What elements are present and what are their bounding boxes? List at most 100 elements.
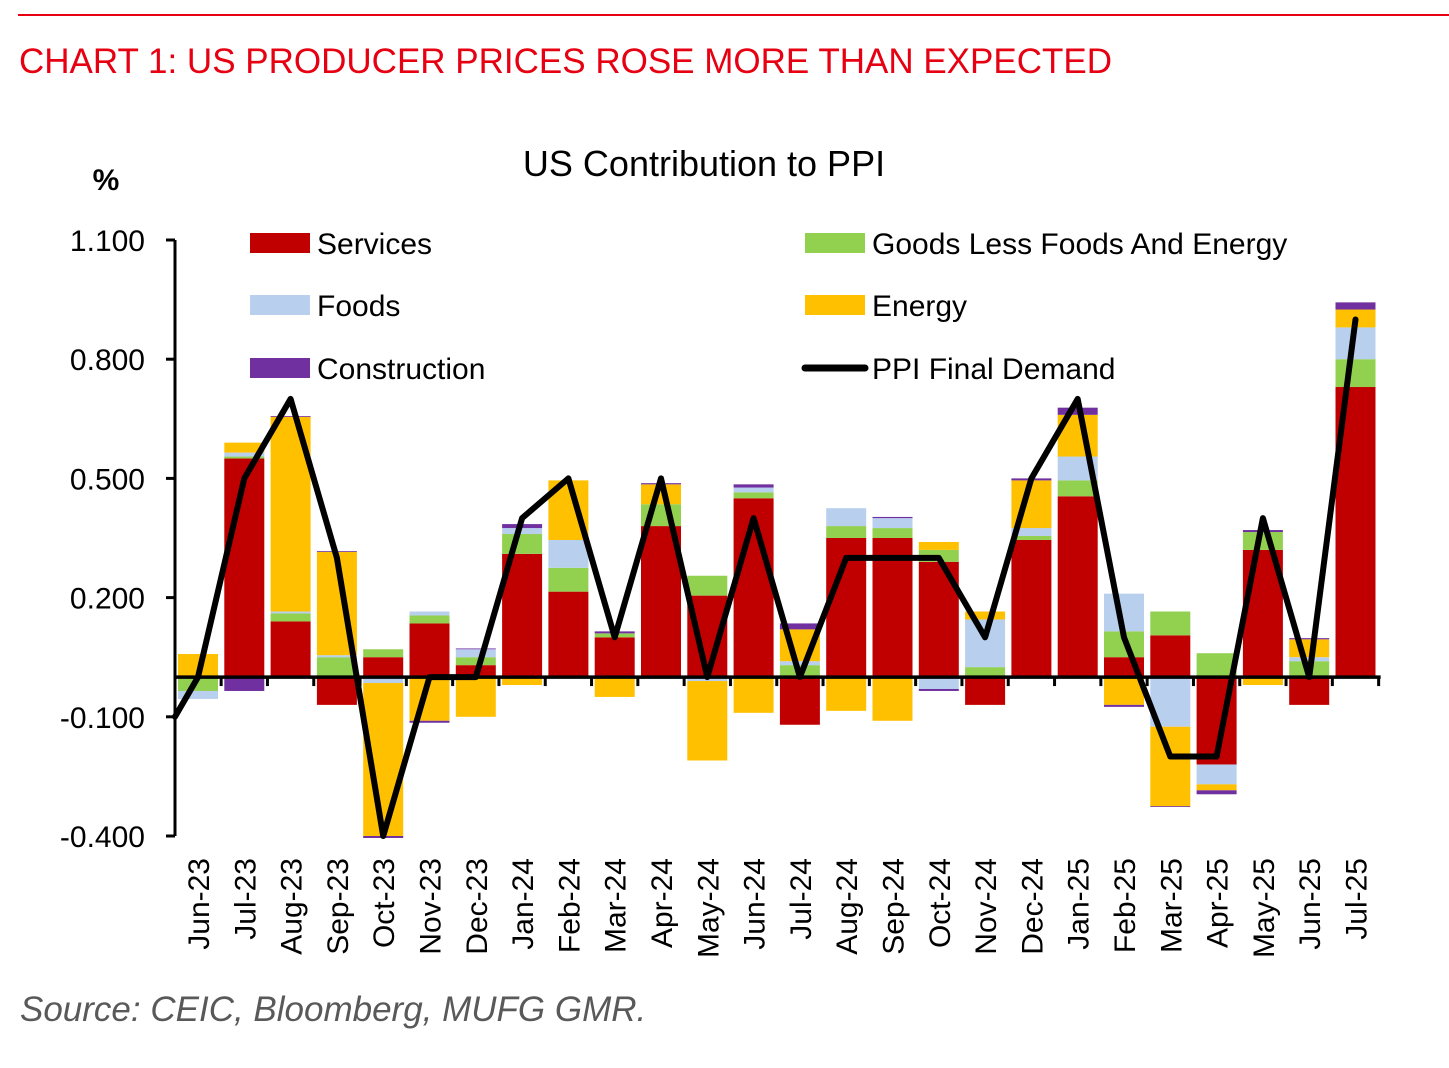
bar-segment-foods: [178, 690, 218, 699]
legend-swatch-construction: [250, 358, 310, 378]
x-tick-label: Apr-25: [1202, 858, 1235, 948]
bar-segment-energy: [733, 677, 774, 713]
bar-segment-construction: [1104, 704, 1144, 707]
x-tick-label: Jun-24: [739, 858, 772, 950]
bar-segment-services: [224, 458, 265, 678]
bar-segment-construction: [270, 416, 311, 417]
ppi-line-layer: [172, 316, 1359, 839]
legend-label: Foods: [317, 290, 400, 323]
bar-segment-construction: [1150, 806, 1191, 807]
x-tick-label: Jan-25: [1063, 858, 1096, 950]
legend: Services Goods Less Foods And Energy Foods…: [250, 228, 1287, 386]
y-tick-label: 0.500: [70, 463, 145, 496]
bar-segment-services: [641, 526, 681, 678]
bar-segment-energy: [826, 677, 867, 711]
chart-headline: CHART 1: US PRODUCER PRICES ROSE MORE TH…: [19, 42, 1112, 81]
bar-segment-goods: [826, 526, 867, 538]
legend-label: PPI Final Demand: [872, 353, 1115, 386]
bar-segment-services: [965, 677, 1006, 705]
bar-segment-goods: [1150, 611, 1191, 636]
legend-swatch-energy: [805, 295, 865, 315]
bar-segment-energy: [502, 677, 543, 686]
x-tick-label: Feb-24: [553, 858, 586, 953]
bar-segment-services: [363, 657, 404, 678]
bar-segment-services: [409, 623, 450, 678]
legend-swatch-services: [250, 233, 310, 253]
bar-segment-goods: [548, 567, 589, 592]
legend-swatch-goods: [805, 233, 865, 253]
y-tick-label: -0.100: [60, 702, 145, 735]
x-tick-label: Mar-24: [600, 858, 633, 953]
bar-segment-foods: [270, 611, 311, 614]
y-tick-label: 0.200: [70, 583, 145, 616]
bar-segment-services: [548, 591, 589, 678]
axes-layer: -0.400 -0.100 0.200 0.500 0.800 1.100 Jun-23 Ju…: [60, 225, 1381, 958]
bar-segment-foods: [733, 487, 774, 493]
x-tick-label: Dec-23: [461, 858, 494, 955]
x-tick-label: Jun-25: [1294, 858, 1327, 950]
x-tick-label: Dec-24: [1016, 858, 1049, 955]
legend-item-goods: Goods Less Foods And Energy: [805, 228, 1287, 261]
bar-segment-goods: [363, 649, 404, 658]
x-tick-label: Nov-23: [415, 858, 448, 955]
bar-segment-construction: [455, 648, 496, 650]
x-tick-label: Oct-23: [368, 858, 401, 948]
legend-label: Energy: [872, 290, 967, 323]
x-tick-label: Jul-25: [1341, 858, 1374, 940]
bar-segment-construction: [779, 623, 820, 630]
top-rule: [18, 14, 1449, 16]
legend-swatch-foods: [250, 295, 310, 315]
x-tick-label: Mar-25: [1155, 858, 1188, 953]
bar-segment-energy: [872, 677, 913, 721]
x-tick-label: Oct-24: [924, 858, 957, 948]
bar-segment-energy: [1104, 677, 1144, 705]
y-axis-unit-label: %: [93, 164, 120, 197]
bar-segment-energy: [224, 442, 265, 453]
bar-segment-energy: [965, 611, 1006, 620]
bar-segment-goods: [455, 657, 496, 666]
bar-segment-energy: [594, 677, 635, 697]
x-tick-label: May-24: [692, 858, 725, 958]
bar-segment-foods: [548, 539, 589, 568]
x-tick-label: Aug-24: [831, 858, 864, 955]
y-tick-label: 0.800: [70, 344, 145, 377]
bar-segment-construction: [409, 720, 450, 723]
bar-segment-construction: [1289, 638, 1330, 640]
chart-title: US Contribution to PPI: [523, 143, 885, 184]
bar-segment-goods: [178, 677, 218, 691]
bar-segment-services: [1011, 539, 1052, 678]
bar-segment-goods: [1011, 536, 1052, 540]
source-note: Source: CEIC, Bloomberg, MUFG GMR.: [20, 990, 647, 1029]
bar-segment-construction: [1335, 302, 1376, 310]
legend-item-construction: Construction: [250, 353, 485, 386]
legend-label: Construction: [317, 353, 485, 386]
bar-segment-construction: [224, 677, 265, 691]
bar-segment-energy: [1242, 677, 1283, 686]
x-tick-label: Jul-23: [229, 858, 262, 940]
bar-segment-foods: [1011, 528, 1052, 537]
bar-segment-energy: [455, 677, 496, 717]
bar-segment-goods: [1335, 359, 1376, 388]
bar-segment-goods: [1242, 532, 1283, 550]
x-tick-label: Jan-24: [507, 858, 540, 950]
bar-segment-goods: [687, 575, 728, 596]
x-tick-label: Sep-24: [878, 858, 911, 955]
bar-segment-services: [316, 677, 357, 705]
bar-segment-goods: [316, 657, 357, 678]
x-tick-label: Apr-24: [646, 858, 679, 948]
bar-segment-construction: [918, 688, 959, 691]
bar-segment-foods: [918, 677, 959, 689]
bar-segment-foods: [826, 508, 867, 527]
x-tick-label: Nov-24: [970, 858, 1003, 955]
bar-segment-foods: [779, 661, 820, 666]
y-tick-label: 1.100: [70, 225, 145, 258]
x-tick-label: Jul-24: [785, 858, 818, 940]
bar-segment-foods: [872, 518, 913, 529]
bar-segment-foods: [363, 677, 404, 684]
x-tick-label: May-25: [1248, 858, 1281, 958]
x-tick-label: Feb-25: [1109, 858, 1142, 953]
legend-item-ppi: PPI Final Demand: [801, 353, 1115, 386]
bar-segment-services: [1289, 677, 1330, 705]
bar-segment-goods: [270, 613, 311, 622]
bar-segment-services: [270, 621, 311, 678]
